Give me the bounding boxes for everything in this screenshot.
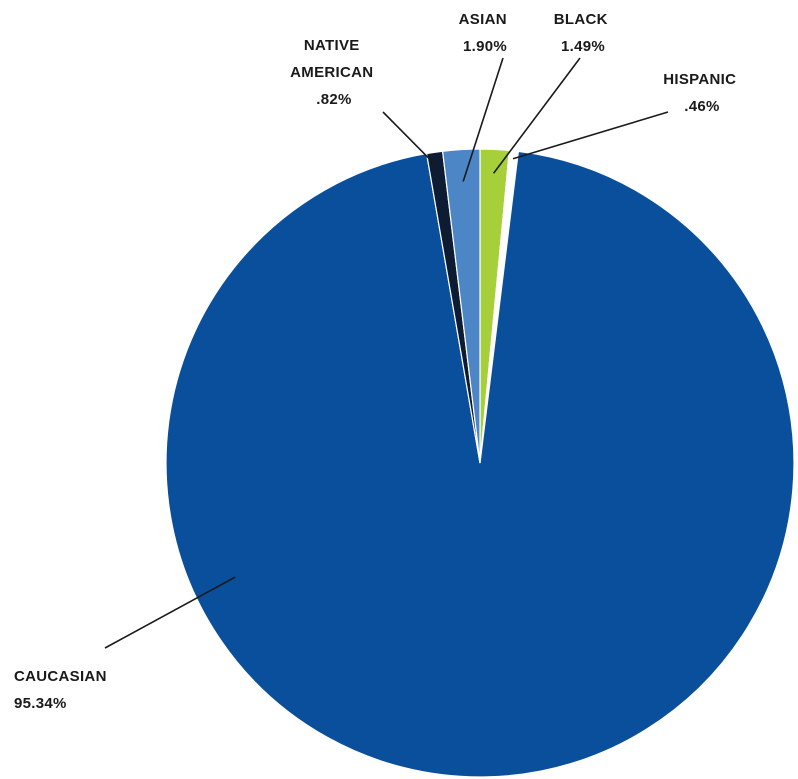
- leader-line-native-american: [382, 111, 438, 167]
- leader-line-caucasian: [104, 576, 236, 649]
- label-hispanic-name: HISPANIC: [663, 71, 736, 88]
- leader-line-hispanic: [512, 111, 669, 160]
- label-caucasian-value: 95.34%: [14, 695, 67, 712]
- pie-slices: [165, 148, 795, 778]
- leader-lines: [104, 57, 669, 649]
- leader-line-black: [492, 57, 581, 174]
- label-black-name: BLACK: [554, 11, 608, 28]
- leader-line-asian: [462, 57, 504, 182]
- pie-slice-asian: [441, 148, 481, 464]
- label-asian-name: ASIAN: [459, 11, 507, 28]
- label-native-american: NATIVE AMERICAN .82%: [290, 37, 378, 108]
- label-asian-value: 1.90%: [463, 38, 507, 55]
- label-asian: ASIAN 1.90%: [459, 11, 512, 55]
- label-caucasian: CAUCASIAN 95.34%: [14, 668, 111, 712]
- label-native-american-line2: AMERICAN: [290, 64, 373, 81]
- label-hispanic: HISPANIC .46%: [663, 71, 740, 115]
- label-black-value: 1.49%: [561, 38, 605, 55]
- label-native-american-value: .82%: [316, 91, 351, 108]
- pie-slice-caucasian: [165, 150, 795, 778]
- label-black: BLACK 1.49%: [554, 11, 612, 55]
- label-caucasian-name: CAUCASIAN: [14, 668, 107, 685]
- label-native-american-line1: NATIVE: [304, 37, 360, 54]
- label-hispanic-value: .46%: [684, 98, 719, 115]
